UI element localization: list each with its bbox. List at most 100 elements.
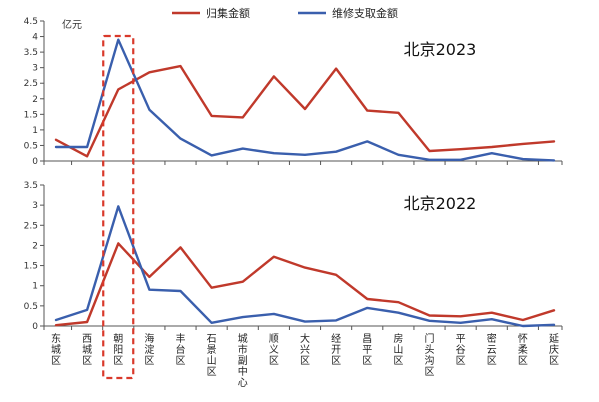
data-point — [522, 325, 524, 327]
y-tick-label: 1 — [32, 126, 38, 136]
x-category-label: 朝阳区 — [113, 333, 123, 367]
series-line-collection — [54, 64, 556, 158]
data-point — [273, 75, 275, 78]
data-point — [304, 320, 306, 323]
data-point — [397, 311, 400, 314]
data-point — [117, 88, 120, 91]
x-category-label: 密云区 — [487, 332, 497, 367]
y-tick-label: 3 — [32, 64, 38, 74]
x-category-label: 城市副中心 — [238, 333, 248, 389]
data-point — [335, 319, 337, 322]
x-category-label: 门头沟区 — [425, 332, 435, 378]
data-point — [148, 288, 151, 291]
data-point — [179, 290, 182, 292]
data-point — [273, 255, 275, 258]
x-category-label: 顺义区 — [269, 333, 279, 367]
data-point — [428, 314, 431, 317]
data-point — [117, 242, 120, 245]
data-point — [522, 143, 524, 145]
x-category-label: 平谷区 — [456, 334, 466, 367]
x-category-label: 丰台区 — [176, 332, 186, 367]
data-point — [366, 298, 369, 300]
data-point — [366, 307, 369, 309]
data-point — [179, 65, 182, 67]
data-point — [522, 158, 524, 160]
data-point — [490, 152, 493, 155]
data-point — [459, 321, 462, 324]
panel-1: 0 0.5 1 1.5 2 2.5 3 3.5 4 4.5 北京2023 亿元 — [24, 17, 563, 167]
data-point — [86, 321, 88, 323]
data-point — [335, 274, 337, 276]
data-point — [148, 71, 151, 74]
data-point — [553, 309, 555, 312]
y-tick-label: 1.5 — [24, 110, 38, 120]
data-point — [366, 109, 369, 112]
data-point — [55, 146, 57, 148]
data-point — [241, 280, 244, 283]
y-tick-label: 0.5 — [24, 302, 38, 312]
y-tick-label: 2 — [32, 95, 38, 105]
unit-label: 亿元 — [62, 18, 82, 31]
data-point — [304, 266, 306, 269]
data-point — [428, 158, 431, 161]
y-tick-label: 1.5 — [24, 262, 38, 272]
data-point — [428, 150, 431, 152]
data-point — [459, 315, 462, 318]
x-category-label: 房山区 — [393, 332, 403, 367]
data-point — [490, 146, 493, 148]
data-point — [273, 152, 275, 155]
data-point — [335, 150, 337, 153]
data-point — [148, 108, 151, 111]
y-tick-label: 4.5 — [24, 17, 38, 27]
data-point — [241, 147, 244, 150]
data-point — [210, 321, 213, 324]
data-point — [179, 246, 182, 249]
data-point — [86, 146, 88, 148]
y-tick-label: 1 — [32, 282, 38, 292]
data-point — [210, 286, 213, 289]
data-point — [273, 313, 275, 315]
y-tick-label: 0 — [32, 157, 38, 167]
data-point — [304, 108, 306, 110]
data-point — [86, 309, 88, 311]
y-tick-label: 0.5 — [24, 141, 38, 151]
data-point — [397, 153, 400, 156]
y-tick-label: 3 — [32, 201, 38, 211]
y-tick-label: 4 — [32, 33, 38, 43]
y-tick-label: 2.5 — [24, 79, 38, 89]
y-tick-label: 3.5 — [24, 48, 38, 58]
x-category-label: 东城区 — [51, 332, 61, 367]
data-point — [490, 318, 493, 320]
panel-2: 0 0.5 1 1.5 2 2.5 3 3.5 北京2022 — [24, 181, 563, 332]
data-point — [210, 154, 213, 157]
highlight-box — [102, 34, 135, 380]
legend: 归集金额 维修支取金额 — [172, 6, 398, 20]
data-point — [522, 319, 524, 321]
x-category-label: 怀柔区 — [518, 333, 528, 367]
x-category-label: 石景山区 — [207, 334, 217, 378]
data-point — [241, 116, 244, 119]
data-point — [459, 148, 462, 150]
series-line-collection — [54, 242, 556, 327]
data-point — [148, 276, 151, 278]
data-point — [459, 158, 462, 161]
data-point — [55, 319, 57, 321]
y-tick-label: 3.5 — [24, 181, 38, 191]
data-point — [55, 324, 57, 326]
x-category-label: 经开区 — [331, 332, 341, 367]
y-tick-label: 0 — [32, 322, 38, 332]
data-point — [335, 67, 337, 70]
data-point — [179, 137, 182, 140]
data-point — [241, 316, 244, 318]
data-point — [86, 155, 88, 158]
legend-label: 维修支取金额 — [332, 6, 398, 20]
x-category-label: 西城区 — [82, 334, 92, 367]
y-tick-label: 2.5 — [24, 221, 38, 231]
data-point — [428, 319, 431, 322]
x-category-label: 大兴区 — [300, 332, 310, 367]
data-point — [304, 153, 306, 156]
x-category-label: 昌平区 — [362, 333, 372, 367]
data-point — [55, 139, 57, 141]
